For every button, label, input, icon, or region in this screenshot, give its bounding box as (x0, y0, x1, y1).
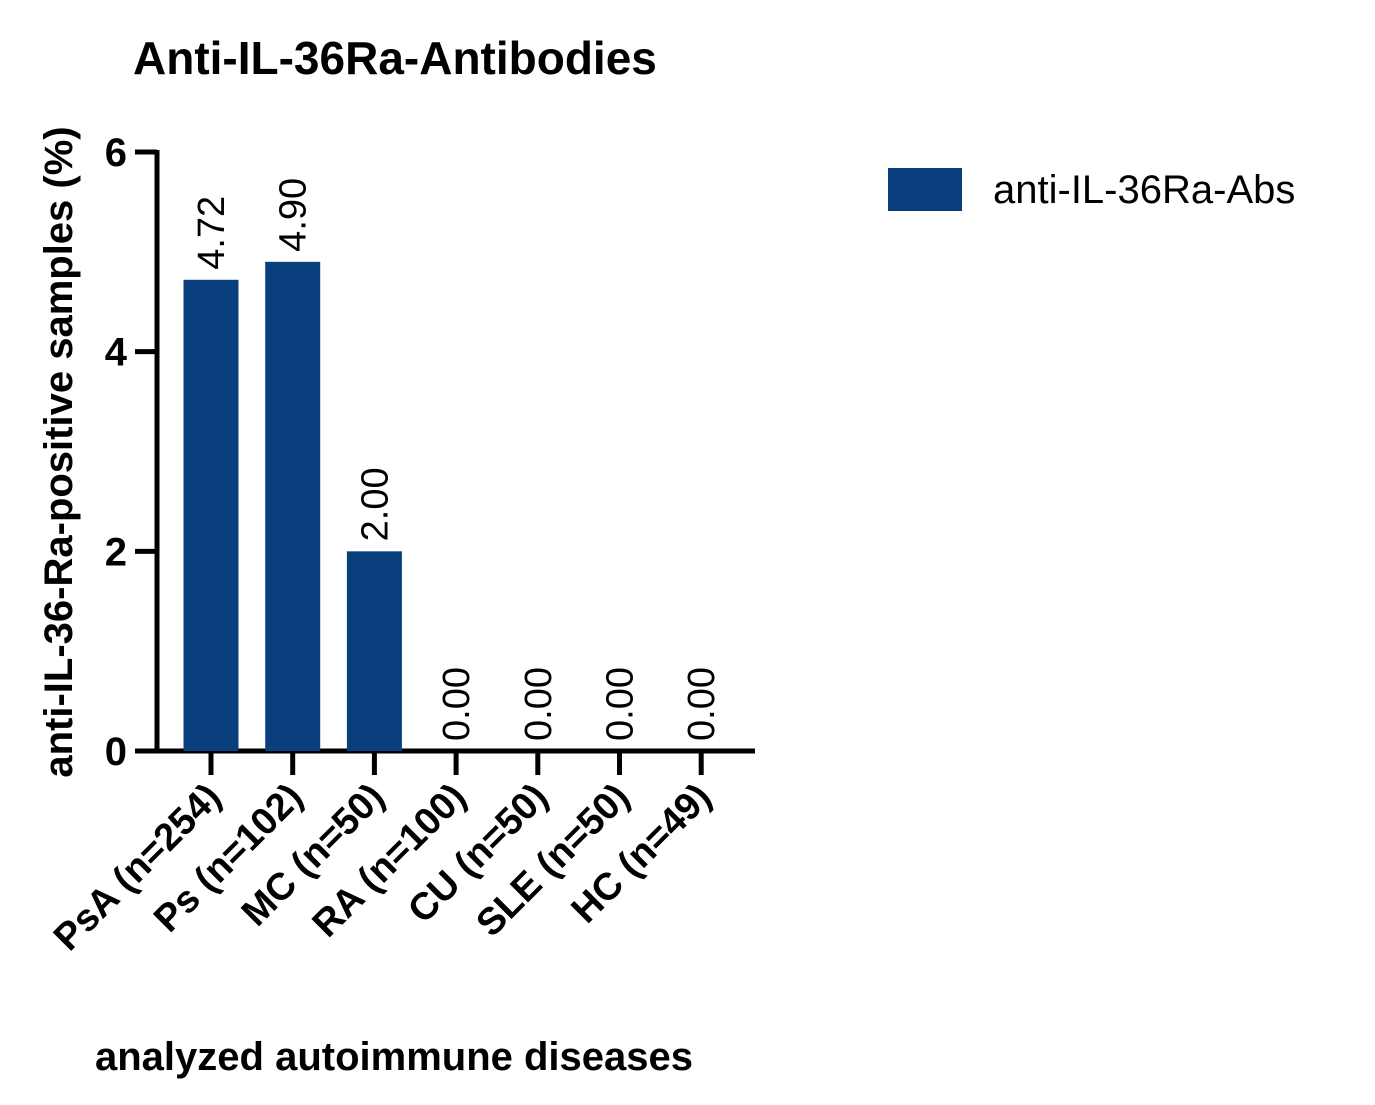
data-label: 0.00 (436, 667, 478, 741)
data-label: 0.00 (518, 667, 560, 741)
bar (265, 261, 321, 751)
data-label: 4.90 (273, 178, 315, 252)
y-tick-label: 4 (105, 331, 128, 375)
data-label: 0.00 (681, 667, 723, 741)
data-label: 4.72 (191, 196, 233, 270)
data-label: 0.00 (600, 667, 642, 741)
legend-label: anti-IL-36Ra-Abs (993, 168, 1295, 212)
y-tick-label: 0 (105, 730, 127, 774)
bar (346, 551, 402, 751)
chart-title: Anti-IL-36Ra-Antibodies (133, 32, 657, 84)
x-axis-label: analyzed autoimmune diseases (95, 1035, 693, 1079)
data-label: 2.00 (354, 467, 396, 541)
y-tick-label: 2 (105, 530, 127, 574)
y-axis-label: anti-IL-36-Ra-positive samples (%) (37, 126, 81, 777)
legend-swatch (888, 168, 962, 211)
bar (183, 279, 239, 751)
y-tick-label: 6 (105, 131, 127, 175)
